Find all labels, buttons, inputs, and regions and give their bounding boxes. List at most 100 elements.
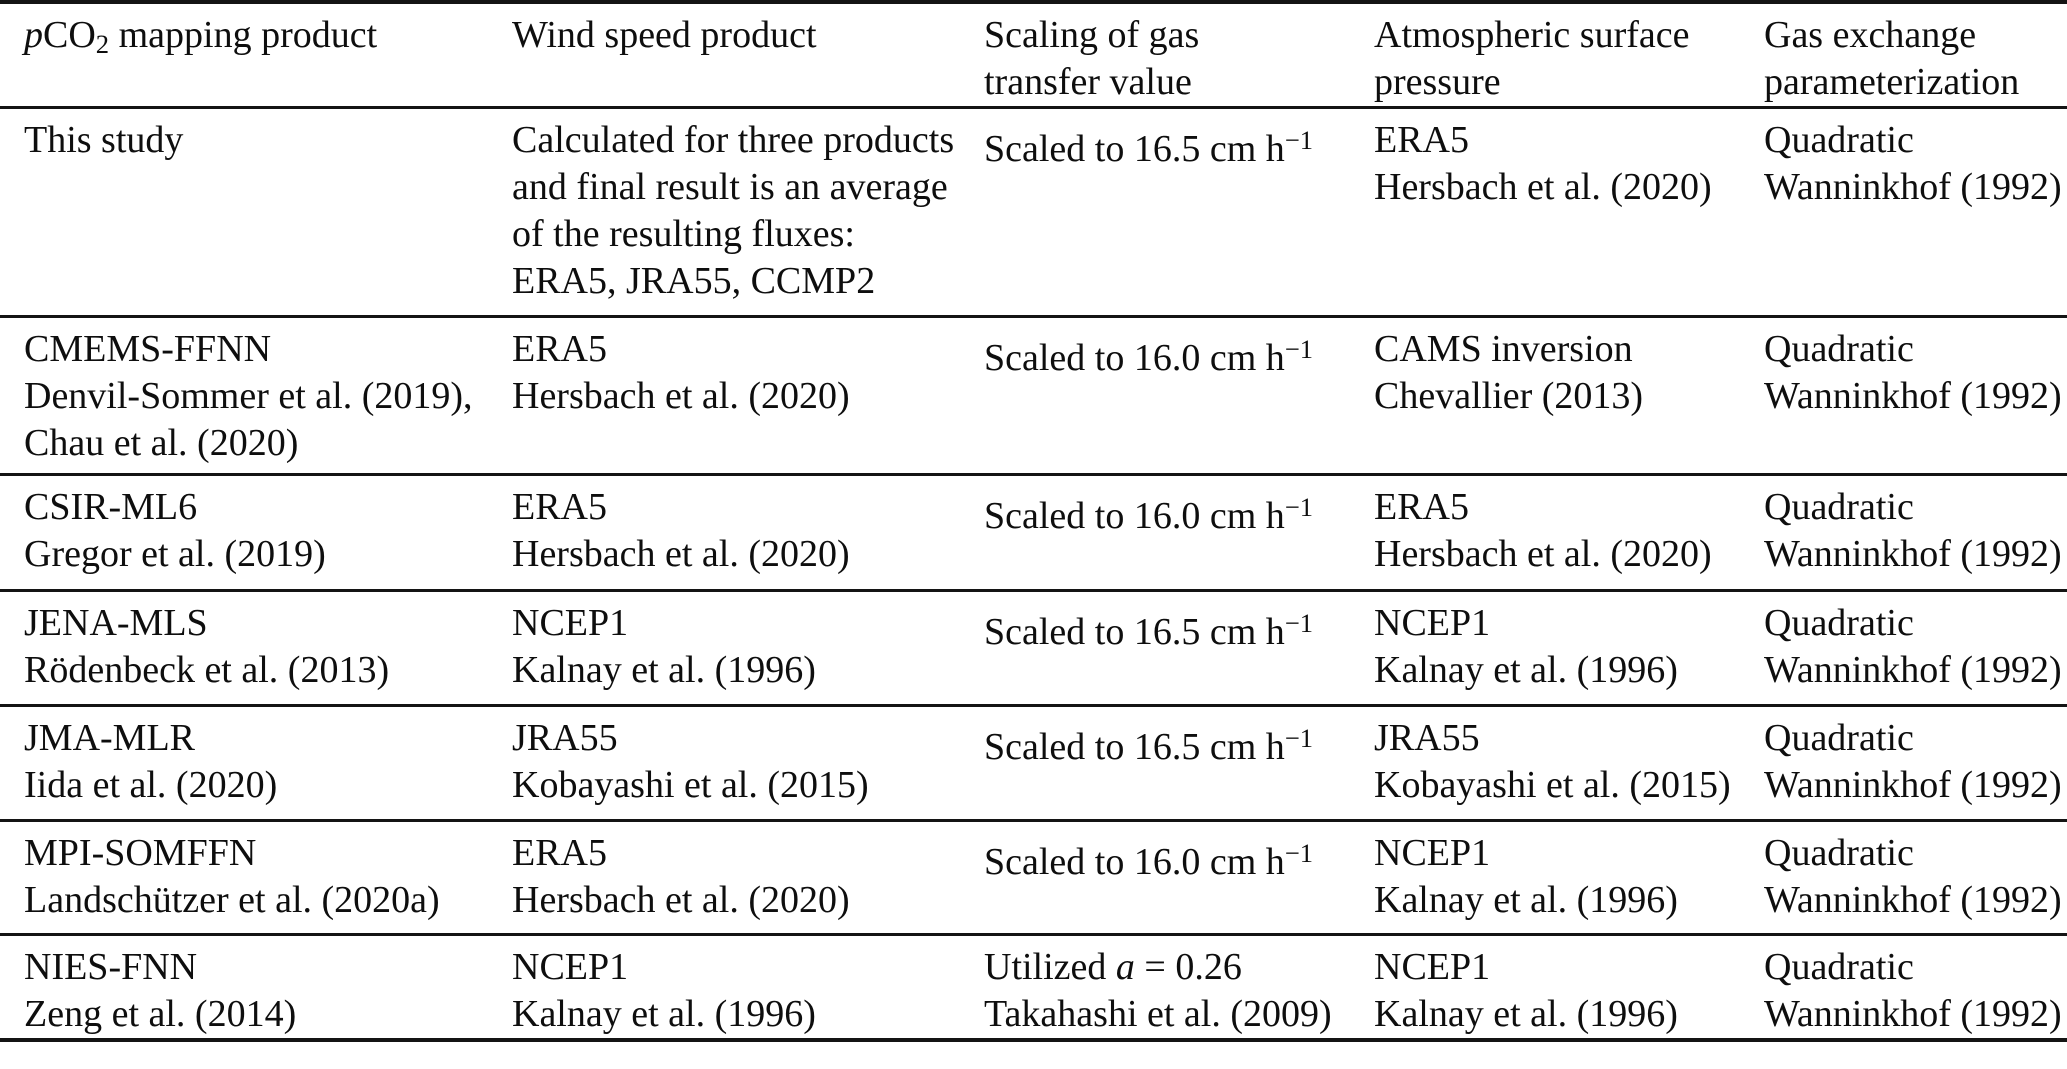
header-line: Atmospheric surface — [1374, 14, 1690, 56]
cell-pressure: CAMS inversion Chevallier (2013) — [1374, 318, 1764, 473]
cell-wind-speed: ERA5 Hersbach et al. (2020) — [512, 318, 984, 473]
cell-wind-speed: ERA5 Hersbach et al. (2020) — [512, 822, 984, 933]
text-line: ERA5 — [1374, 119, 1469, 161]
cell-pressure: NCEP1 Kalnay et al. (1996) — [1374, 822, 1764, 933]
header-wind-speed-product: Wind speed product — [512, 4, 984, 106]
text-line: Quadratic — [1764, 717, 1914, 759]
header-line: transfer value — [984, 61, 1192, 103]
text-line: Hersbach et al. (2020) — [1374, 166, 1712, 208]
text-line: JRA55 — [512, 717, 618, 759]
text-line: Hersbach et al. (2020) — [512, 879, 850, 921]
text-line: Scaled to 16.0 cm h−1 — [984, 326, 1364, 382]
text-line: Wanninkhof (1992) — [1764, 375, 2062, 417]
text-line: ERA5, JRA55, CCMP2 — [512, 260, 876, 302]
text-line: Scaled to 16.0 cm h−1 — [984, 830, 1364, 886]
header-atmospheric-surface-pressure: Atmospheric surface pressure — [1374, 4, 1764, 106]
table-row-csir-ml6: CSIR-ML6 Gregor et al. (2019) ERA5 Hersb… — [0, 476, 2067, 592]
table-row-this-study: This study Calculated for three products… — [0, 109, 2067, 318]
scaling-exponent: −1 — [1284, 125, 1314, 155]
scaling-text: Scaled to 16.5 cm h — [984, 610, 1285, 653]
text-line: Wanninkhof (1992) — [1764, 649, 2062, 691]
scaling-text: Utilized — [984, 946, 1116, 988]
cell-wind-speed: ERA5 Hersbach et al. (2020) — [512, 476, 984, 589]
cell-gas-exchange: Quadratic Wanninkhof (1992) — [1764, 476, 2067, 589]
text-line: ERA5 — [512, 328, 607, 370]
text-line: Kalnay et al. (1996) — [1374, 879, 1678, 921]
cell-product: CSIR-ML6 Gregor et al. (2019) — [0, 476, 512, 589]
text-line: ERA5 — [1374, 486, 1469, 528]
table-row-cmems-ffnn: CMEMS-FFNN Denvil-Sommer et al. (2019), … — [0, 318, 2067, 476]
scaling-text: = 0.26 — [1134, 946, 1242, 988]
text-line: Kobayashi et al. (2015) — [1374, 764, 1731, 806]
cell-scaling: Utilized a = 0.26 Takahashi et al. (2009… — [984, 936, 1374, 1038]
text-line: Rödenbeck et al. (2013) — [24, 649, 390, 691]
header-line: Scaling of gas — [984, 14, 1200, 56]
scaling-text: Scaled to 16.0 cm h — [984, 336, 1285, 379]
header-gas-exchange-parameterization: Gas exchange parameterization — [1764, 4, 2067, 106]
text-line: MPI-SOMFFN — [24, 832, 257, 874]
pco2-italic-p: p — [24, 14, 43, 56]
cell-scaling: Scaled to 16.0 cm h−1 — [984, 476, 1374, 589]
cell-wind-speed: Calculated for three products and final … — [512, 109, 984, 315]
cell-pressure: NCEP1 Kalnay et al. (1996) — [1374, 936, 1764, 1038]
cell-gas-exchange: Quadratic Wanninkhof (1992) — [1764, 707, 2067, 819]
text-line: Hersbach et al. (2020) — [512, 533, 850, 575]
text-line: NCEP1 — [1374, 832, 1491, 874]
header-rest-text: mapping product — [109, 14, 378, 56]
text-line: of the resulting fluxes: — [512, 213, 855, 255]
pco2-co: CO — [43, 14, 96, 56]
text-line: Wanninkhof (1992) — [1764, 993, 2062, 1035]
text-line: Kalnay et al. (1996) — [512, 993, 816, 1035]
scaling-exponent: −1 — [1284, 838, 1314, 868]
text-line: Calculated for three products — [512, 119, 955, 161]
cell-product: CMEMS-FFNN Denvil-Sommer et al. (2019), … — [0, 318, 512, 473]
scaling-text: Scaled to 16.0 cm h — [984, 494, 1285, 537]
text-line: JMA-MLR — [24, 717, 196, 759]
text-line: NCEP1 — [1374, 946, 1491, 988]
cell-pressure: JRA55 Kobayashi et al. (2015) — [1374, 707, 1764, 819]
cell-product: JENA-MLS Rödenbeck et al. (2013) — [0, 592, 512, 704]
text-line: Wanninkhof (1992) — [1764, 533, 2062, 575]
table-header-row: pCO2 mapping product Wind speed product … — [0, 4, 2067, 109]
text-line: and final result is an average — [512, 166, 948, 208]
table-row-mpi-somffn: MPI-SOMFFN Landschützer et al. (2020a) E… — [0, 822, 2067, 936]
cell-wind-speed: JRA55 Kobayashi et al. (2015) — [512, 707, 984, 819]
scaling-text: Scaled to 16.5 cm h — [984, 127, 1285, 170]
scaling-exponent: −1 — [1284, 492, 1314, 522]
table-row-nies-fnn: NIES-FNN Zeng et al. (2014) NCEP1 Kalnay… — [0, 936, 2067, 1042]
text-line: Scaled to 16.5 cm h−1 — [984, 600, 1364, 656]
cell-scaling: Scaled to 16.5 cm h−1 — [984, 592, 1374, 704]
text-line: Kalnay et al. (1996) — [512, 649, 816, 691]
text-line: Kalnay et al. (1996) — [1374, 649, 1678, 691]
text-line: Quadratic — [1764, 602, 1914, 644]
cell-gas-exchange: Quadratic Wanninkhof (1992) — [1764, 109, 2067, 315]
cell-gas-exchange: Quadratic Wanninkhof (1992) — [1764, 592, 2067, 704]
cell-scaling: Scaled to 16.0 cm h−1 — [984, 822, 1374, 933]
text-line: Wanninkhof (1992) — [1764, 879, 2062, 921]
scaling-text: Scaled to 16.5 cm h — [984, 725, 1285, 768]
text-line: Hersbach et al. (2020) — [512, 375, 850, 417]
text-line: Takahashi et al. (2009) — [984, 993, 1332, 1035]
text-line: Quadratic — [1764, 946, 1914, 988]
cell-gas-exchange: Quadratic Wanninkhof (1992) — [1764, 936, 2067, 1038]
cell-product: JMA-MLR Iida et al. (2020) — [0, 707, 512, 819]
text-line: JENA-MLS — [24, 602, 208, 644]
text-line: Chevallier (2013) — [1374, 375, 1644, 417]
co2-subscript: 2 — [95, 28, 110, 59]
table-row-jena-mls: JENA-MLS Rödenbeck et al. (2013) NCEP1 K… — [0, 592, 2067, 707]
text-line: NIES-FNN — [24, 946, 198, 988]
variable-a: a — [1115, 946, 1135, 988]
cell-product: NIES-FNN Zeng et al. (2014) — [0, 936, 512, 1038]
cell-product: MPI-SOMFFN Landschützer et al. (2020a) — [0, 822, 512, 933]
text-line: Quadratic — [1764, 832, 1914, 874]
text-line: CMEMS-FFNN — [24, 328, 272, 370]
cell-wind-speed: NCEP1 Kalnay et al. (1996) — [512, 592, 984, 704]
text-line: Scaled to 16.5 cm h−1 — [984, 117, 1364, 173]
scaling-text: Scaled to 16.0 cm h — [984, 840, 1285, 883]
text-line: NCEP1 — [1374, 602, 1491, 644]
cell-gas-exchange: Quadratic Wanninkhof (1992) — [1764, 822, 2067, 933]
text-line: Landschützer et al. (2020a) — [24, 879, 440, 921]
text-line: ERA5 — [512, 486, 607, 528]
text-line: CAMS inversion — [1374, 328, 1633, 370]
